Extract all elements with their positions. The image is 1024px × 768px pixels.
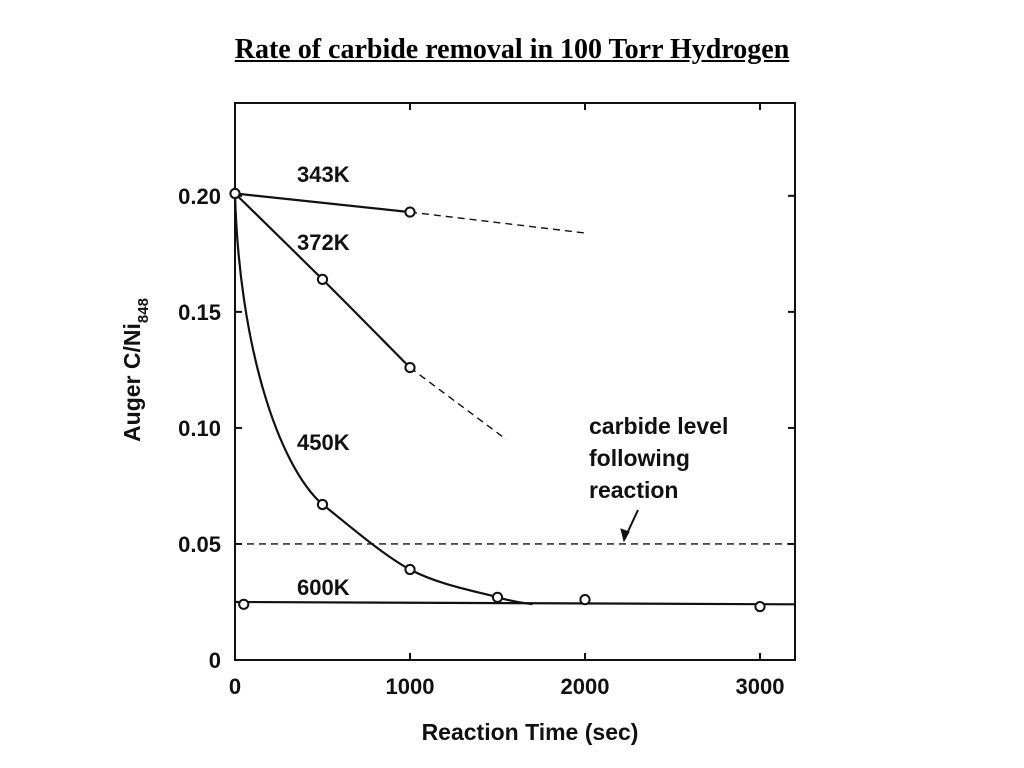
labels-layer: 0 1000 2000 3000 0 0.05 0.10 0.15 0.20 Reaction T… <box>119 162 784 745</box>
annotation-arrowhead <box>620 528 630 543</box>
y-axis-title-subscript: 848 <box>135 298 152 323</box>
annotation-line: reaction <box>589 477 678 503</box>
series-343K-point <box>229 187 241 200</box>
series-343K-point <box>404 206 416 218</box>
plot-frame <box>234 102 796 661</box>
series-600K-point <box>754 601 766 613</box>
series-372K-extrapolation <box>409 367 507 441</box>
series-450K-point <box>404 563 416 576</box>
series-markers <box>229 187 766 613</box>
annotation-line: carbide level <box>589 413 728 439</box>
x-axis-title: Reaction Time (sec) <box>422 719 639 745</box>
x-tick-label: 2000 <box>561 674 610 699</box>
y-tick-label: 0 <box>209 648 221 673</box>
y-axis-title: Auger C/Ni848 <box>119 298 152 442</box>
series-label-372K: 372K <box>297 230 350 255</box>
x-tick-label: 3000 <box>736 674 785 699</box>
series-label-600K: 600K <box>297 575 350 600</box>
series-600K-line <box>234 600 796 606</box>
y-tick-label: 0.10 <box>178 416 221 441</box>
series-label-343K: 343K <box>297 162 350 187</box>
y-tick-label: 0.15 <box>178 300 221 325</box>
y-axis-title-main: Auger C/Ni <box>119 323 145 442</box>
chart-frame <box>234 102 796 661</box>
series-450K-line <box>233 193 533 606</box>
series-343K-extrapolation <box>409 211 586 234</box>
x-tick-label: 1000 <box>386 674 435 699</box>
series-372K-point <box>316 273 329 285</box>
y-tick-label: 0.05 <box>178 532 221 557</box>
y-tick-label: 0.20 <box>178 184 221 209</box>
series-label-450K: 450K <box>297 430 350 455</box>
x-tick-label: 0 <box>229 674 241 699</box>
series-343K-line <box>234 192 411 214</box>
series-600K-point <box>238 598 250 610</box>
annotation-line: following <box>589 445 690 471</box>
series-450K-point <box>491 591 504 603</box>
series-lines <box>233 192 796 606</box>
slide-title: Rate of carbide removal in 100 Torr Hydr… <box>234 34 790 65</box>
series-600K-point <box>579 594 591 606</box>
series-450K-point <box>316 498 329 511</box>
series-372K-point <box>404 361 416 374</box>
